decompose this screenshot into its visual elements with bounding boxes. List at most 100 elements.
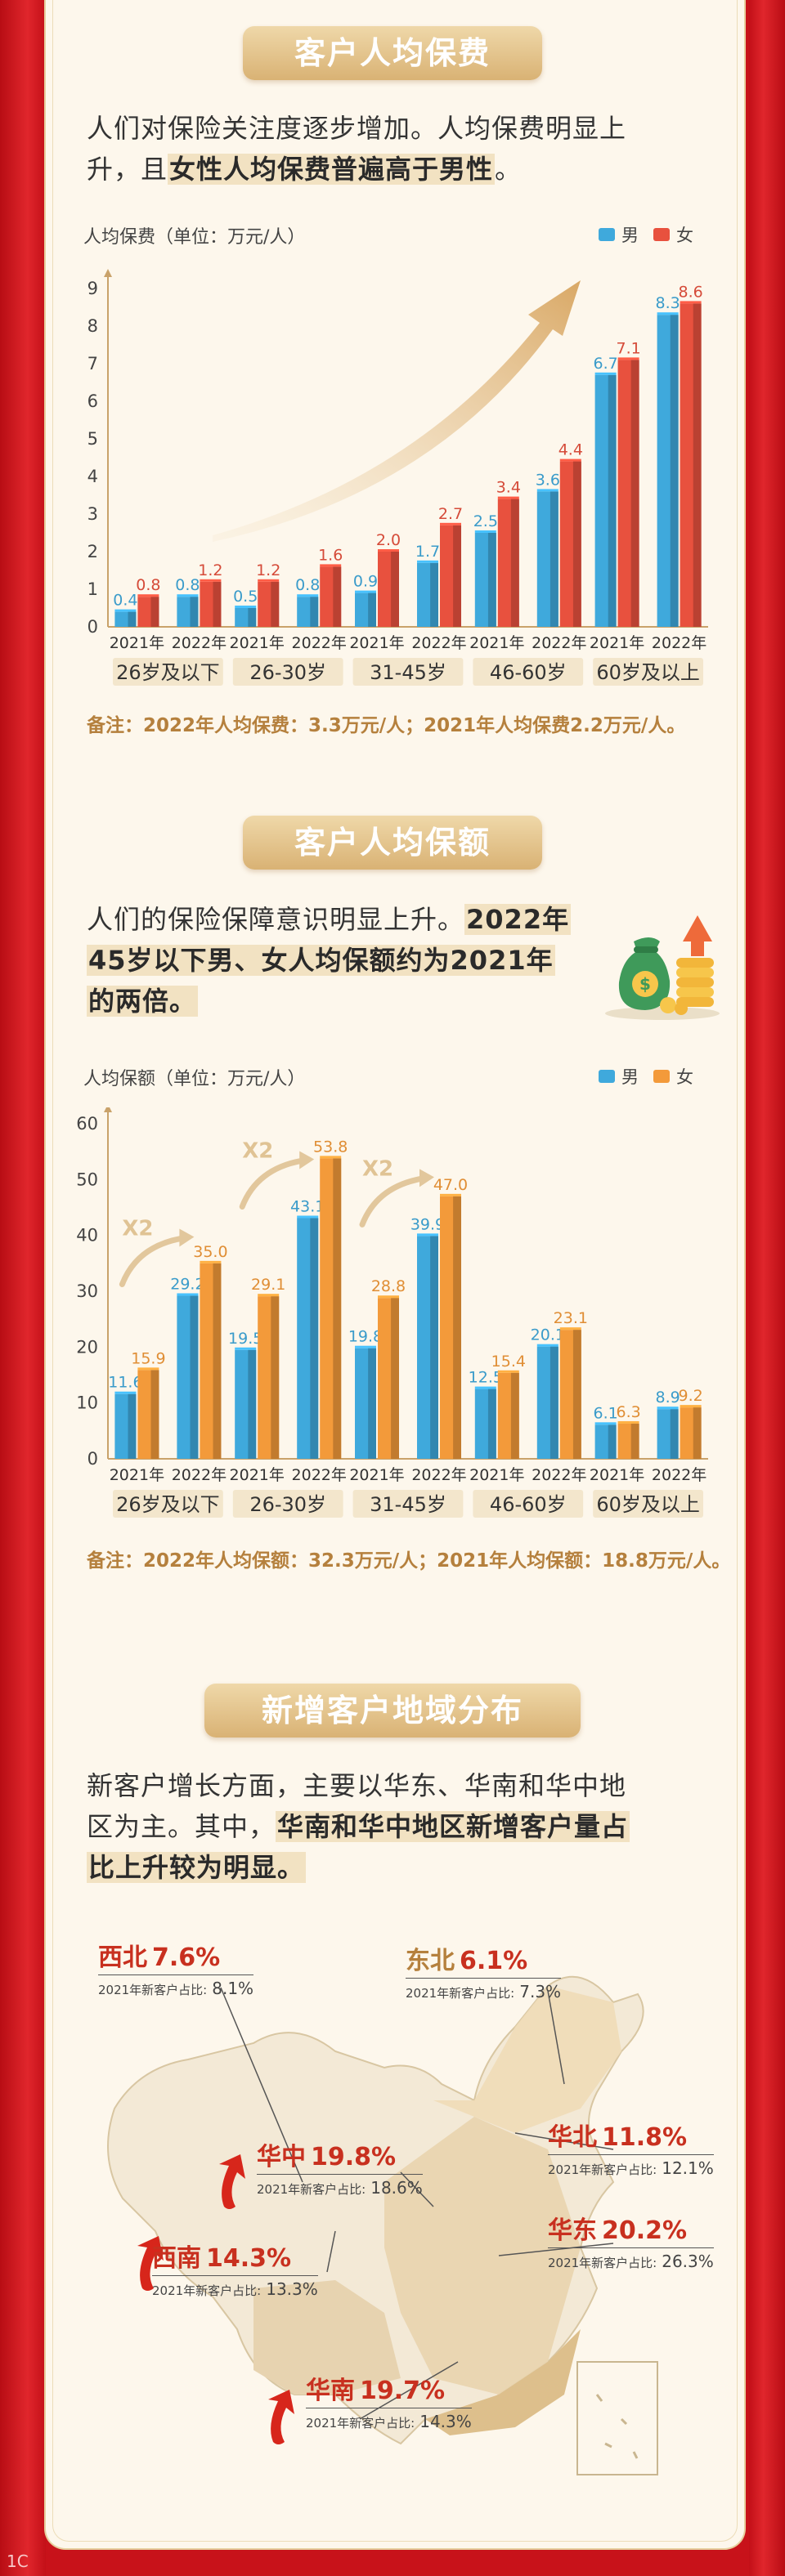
- x-group-label: 26岁及以下: [116, 1493, 220, 1516]
- y-tick-label: 9: [87, 279, 98, 298]
- bar-value-label: 0.8: [175, 576, 200, 594]
- y-tick-label: 20: [76, 1337, 98, 1357]
- bar-value-label: 0.9: [353, 573, 378, 591]
- left-red-border: [0, 0, 46, 2576]
- map-shape: [107, 1975, 658, 2475]
- bar-男-26-30岁-2021年: [235, 606, 257, 627]
- x-tick-year-label: 2022年: [292, 1466, 347, 1484]
- bar-value-label: 28.8: [371, 1277, 406, 1295]
- bar-value-label: 15.9: [131, 1349, 165, 1367]
- y-axis-arrow-icon: [104, 1107, 112, 1112]
- legend-male-swatch: [599, 1070, 615, 1083]
- x-group-label: 60岁及以上: [596, 1493, 700, 1516]
- coverage-chart-ylabel: 人均保额（单位：万元/人）: [83, 1069, 306, 1089]
- x-tick-year-label: 2022年: [532, 1466, 586, 1484]
- bar-value-label: 47.0: [433, 1176, 468, 1194]
- y-tick-label: 3: [87, 504, 98, 524]
- bar-男-26岁及以下-2022年: [177, 594, 199, 627]
- bar-value-label: 3.6: [536, 471, 560, 489]
- bar-value-label: 15.4: [491, 1353, 526, 1371]
- region-northwest: 西北 7.6% 2021年新客户占比: 8.1%: [98, 1943, 254, 1998]
- bar-value-label: 0.8: [295, 576, 320, 594]
- section-title-coverage: 客户人均保额: [243, 816, 542, 870]
- bar-value-label: 8.3: [655, 294, 680, 312]
- bar-男-60岁及以上-2022年: [657, 1407, 679, 1459]
- y-tick-label: 50: [76, 1169, 98, 1189]
- bar-女-26岁及以下-2021年: [137, 594, 159, 627]
- bar-男-46-60岁-2022年: [536, 489, 558, 627]
- bar-value-label: 1.2: [198, 561, 222, 579]
- bar-女-31-45岁-2021年: [378, 549, 399, 627]
- bar-value-label: 1.2: [256, 561, 280, 579]
- bar-value-label: 7.1: [616, 339, 640, 357]
- bar-value-label: 6.3: [616, 1403, 640, 1421]
- svg-text:$: $: [639, 974, 651, 994]
- bar-女-60岁及以上-2022年: [680, 301, 702, 627]
- bar-男-31-45岁-2022年: [417, 1233, 438, 1459]
- x-group-label: 60岁及以上: [596, 661, 700, 684]
- bar-value-label: 39.9: [410, 1215, 445, 1233]
- legend-female-swatch: [653, 228, 670, 241]
- bar-value-label: 43.1: [290, 1197, 325, 1215]
- section-title-region: 新增客户地域分布: [204, 1684, 581, 1737]
- china-region-map: 西北 7.6% 2021年新客户占比: 8.1% 东北 6.1% 2021年新客户占比…: [90, 1937, 714, 2509]
- bar-女-46-60岁-2022年: [559, 1327, 581, 1459]
- premium-chart-ylabel: 人均保费（单位：万元/人）: [83, 227, 306, 248]
- premium-bar-chart: 01234567890.40.82021年0.81.22022年26岁及以下0.…: [87, 269, 708, 686]
- region-paragraph: 新客户增长方面，主要以华东、华南和华中地 区为主。其中，华南和华中地区新增客户量…: [87, 1770, 630, 1883]
- x2-label: X2: [242, 1138, 273, 1163]
- coverage-bar-chart: 010203040506011.615.92021年29.235.02022年2…: [76, 1107, 708, 1518]
- y-axis-arrow-icon: [104, 269, 112, 277]
- bar-男-26岁及以下-2022年: [177, 1293, 199, 1459]
- y-tick-label: 10: [76, 1393, 98, 1413]
- x-tick-year-label: 2021年: [230, 1466, 285, 1484]
- bar-男-46-60岁-2022年: [536, 1344, 558, 1459]
- x-tick-year-label: 2022年: [652, 634, 706, 652]
- y-tick-label: 6: [87, 391, 98, 411]
- bar-value-label: 0.5: [233, 588, 258, 606]
- y-tick-label: 40: [76, 1226, 98, 1246]
- y-tick-label: 5: [87, 429, 98, 449]
- arrow-icon: [419, 1169, 434, 1187]
- bar-value-label: 35.0: [193, 1243, 227, 1261]
- y-tick-label: 1: [87, 579, 98, 599]
- y-tick-label: 4: [87, 467, 98, 486]
- x-tick-year-label: 2022年: [411, 634, 466, 652]
- x-tick-year-label: 2021年: [230, 634, 285, 652]
- bar-女-26-30岁-2021年: [258, 579, 280, 627]
- bar-value-label: 4.4: [558, 441, 583, 459]
- y-tick-label: 2: [87, 542, 98, 561]
- x-tick-year-label: 2021年: [590, 634, 644, 652]
- bar-男-26-30岁-2022年: [297, 594, 319, 627]
- region-northeast: 东北 6.1% 2021年新客户占比: 7.3%: [406, 1947, 562, 2001]
- x-group-label: 31-45岁: [370, 1493, 446, 1516]
- bar-女-46-60岁-2021年: [497, 1370, 519, 1459]
- x-tick-year-label: 2022年: [411, 1466, 466, 1484]
- bar-value-label: 9.2: [678, 1387, 702, 1405]
- bar-男-31-45岁-2021年: [355, 590, 376, 627]
- money-bag-icon: $: [605, 915, 720, 1020]
- x-group-label: 46-60岁: [490, 661, 567, 684]
- bar-男-26岁及以下-2021年: [114, 1391, 137, 1459]
- bar-value-label: 12.5: [469, 1369, 503, 1387]
- x2-growth-arrow: X2: [119, 1216, 195, 1287]
- x2-growth-arrow: X2: [359, 1156, 434, 1228]
- bar-男-60岁及以上-2022年: [657, 312, 679, 627]
- bar-value-label: 8.6: [678, 283, 702, 301]
- region-east: 华东 20.2% 2021年新客户占比: 26.3%: [548, 2216, 714, 2271]
- bar-value-label: 1.6: [318, 546, 343, 564]
- x-tick-year-label: 2021年: [110, 634, 164, 652]
- y-tick-label: 60: [76, 1114, 98, 1134]
- bar-男-31-45岁-2022年: [417, 560, 438, 627]
- bar-value-label: 11.6: [108, 1374, 142, 1392]
- bar-女-31-45岁-2021年: [378, 1295, 399, 1459]
- y-tick-label: 8: [87, 316, 98, 336]
- y-tick-label: 7: [87, 354, 98, 373]
- y-tick-label: 30: [76, 1281, 98, 1301]
- region-southwest: 西南 14.3% 2021年新客户占比: 13.3%: [152, 2244, 318, 2299]
- coverage-note: 备注：2022年人均保额：32.3万元/人；2021年人均保额：18.8万元/人…: [87, 1550, 731, 1572]
- bar-女-26岁及以下-2022年: [200, 1260, 222, 1459]
- bar-value-label: 20.1: [531, 1326, 565, 1344]
- bar-女-60岁及以上-2021年: [617, 357, 639, 627]
- bar-女-31-45岁-2022年: [440, 1193, 461, 1459]
